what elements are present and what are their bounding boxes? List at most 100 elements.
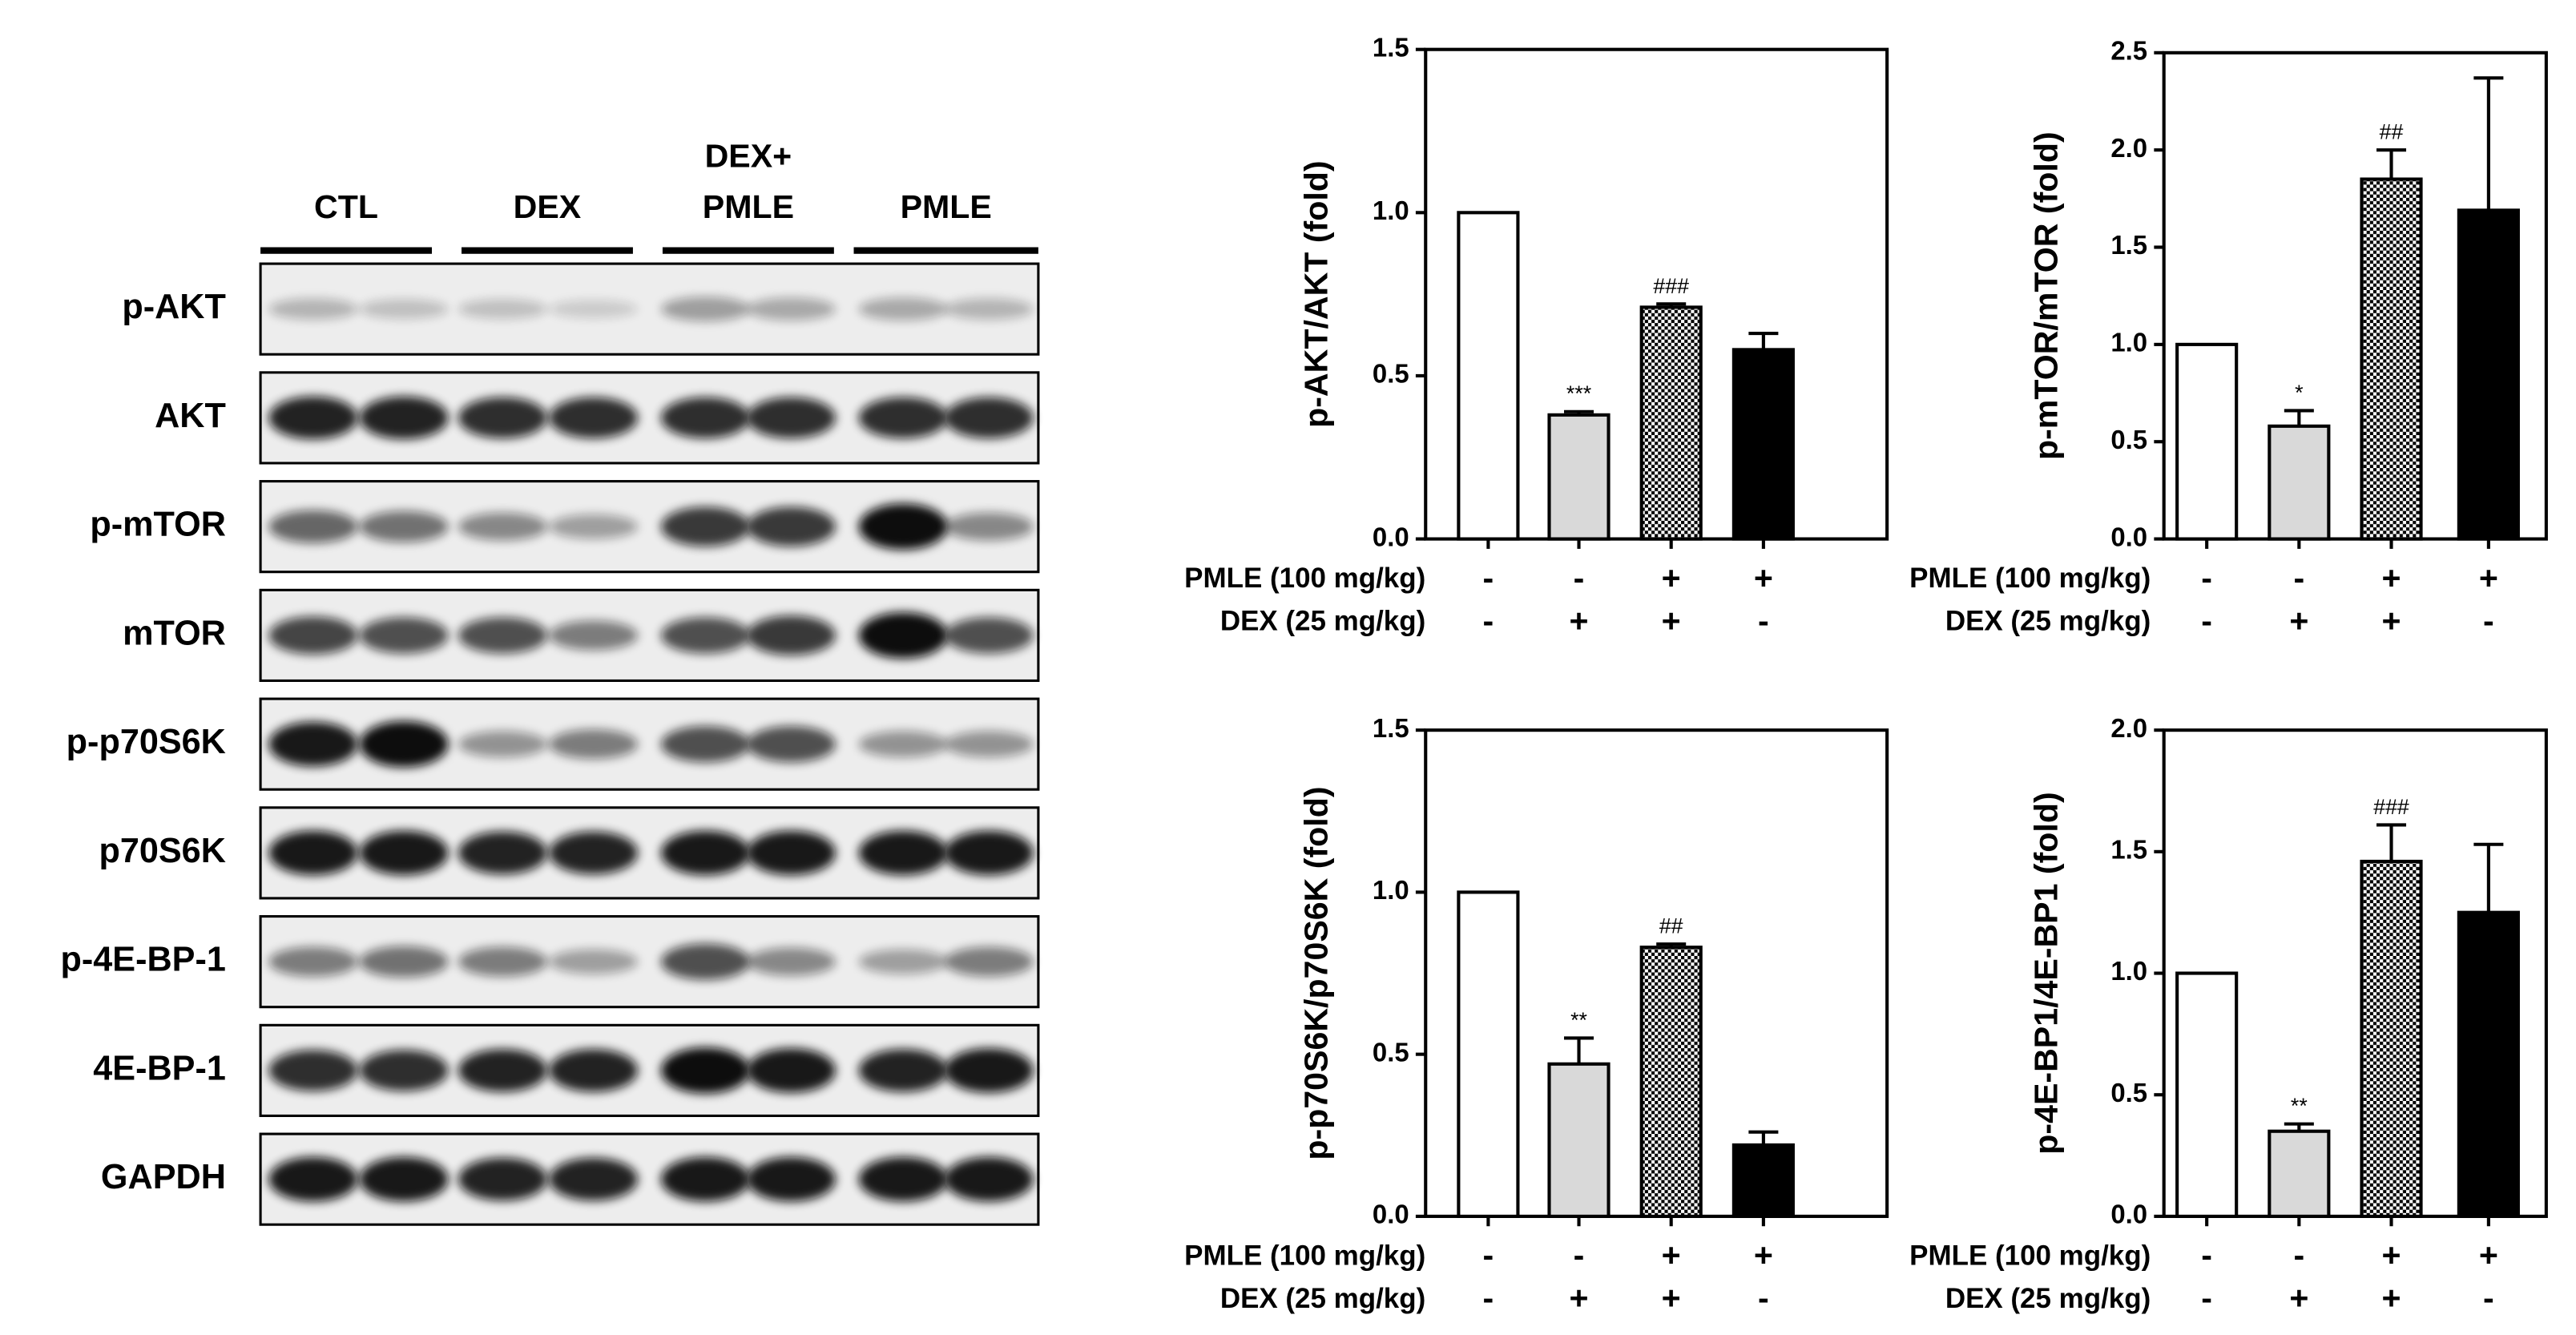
blot-band bbox=[268, 946, 358, 977]
significance-label: ### bbox=[2373, 795, 2409, 819]
band-label: p-4E-BP-1 bbox=[61, 941, 226, 979]
blot-band bbox=[858, 397, 948, 439]
condition-sign: - bbox=[2201, 559, 2212, 596]
blot-band bbox=[458, 397, 547, 439]
condition-name: DEX (25 mg/kg) bbox=[1220, 1283, 1425, 1314]
y-tick-label: 0.5 bbox=[1373, 1037, 1409, 1067]
condition-sign: - bbox=[1483, 1236, 1494, 1273]
blot-band bbox=[944, 617, 1034, 654]
blot-band bbox=[858, 1049, 948, 1092]
blot-band bbox=[944, 397, 1034, 439]
blot-band bbox=[458, 617, 547, 654]
condition-sign: - bbox=[2201, 1280, 2212, 1317]
error-bar bbox=[1564, 409, 1594, 415]
blot-band bbox=[660, 1156, 750, 1202]
bar bbox=[2360, 859, 2423, 1218]
y-tick-label: 2.0 bbox=[2110, 133, 2147, 163]
blot-band bbox=[660, 830, 750, 876]
bar bbox=[2175, 342, 2239, 541]
blot-band bbox=[458, 512, 547, 541]
condition-sign: + bbox=[2479, 559, 2498, 596]
y-tick-label: 1.0 bbox=[1373, 875, 1409, 905]
error-bar bbox=[1748, 1130, 1779, 1145]
blot-band bbox=[746, 615, 836, 655]
condition-sign: - bbox=[1758, 602, 1769, 639]
error-bar bbox=[2473, 76, 2504, 211]
condition-sign: + bbox=[2289, 602, 2308, 639]
band-label: p-AKT bbox=[122, 288, 226, 326]
bar bbox=[1731, 348, 1795, 541]
blot-band bbox=[359, 720, 449, 768]
blot-band bbox=[746, 1156, 836, 1202]
condition-sign: - bbox=[2483, 602, 2494, 639]
condition-sign: + bbox=[1570, 1280, 1589, 1317]
blot-band bbox=[268, 298, 358, 321]
y-axis-label: p-4E-BP1/4E-BP1 (fold) bbox=[2028, 792, 2065, 1154]
y-tick-label: 1.5 bbox=[2110, 230, 2147, 260]
y-tick-label: 0.0 bbox=[2110, 1200, 2147, 1229]
y-tick-label: 2.5 bbox=[2110, 36, 2147, 66]
y-tick-label: 1.0 bbox=[2110, 956, 2147, 986]
blot-band bbox=[858, 503, 948, 550]
blot-band bbox=[458, 946, 547, 977]
y-tick-label: 0.0 bbox=[1373, 1200, 1409, 1229]
blot-band bbox=[549, 831, 639, 875]
blot-band bbox=[944, 512, 1034, 541]
error-bar bbox=[2284, 1122, 2314, 1131]
condition-name: PMLE (100 mg/kg) bbox=[1184, 563, 1425, 594]
blot-band bbox=[660, 1047, 750, 1094]
blot-band bbox=[359, 946, 449, 978]
condition-sign: - bbox=[1483, 559, 1494, 596]
bar bbox=[2175, 971, 2239, 1218]
condition-sign: - bbox=[1483, 1280, 1494, 1317]
blot-band bbox=[268, 510, 358, 543]
bar bbox=[1639, 946, 1703, 1218]
y-tick-label: 1.0 bbox=[1373, 196, 1409, 225]
plot-frame bbox=[2162, 50, 2548, 541]
blot-band bbox=[268, 396, 358, 440]
blot-band bbox=[549, 514, 639, 539]
blot-band bbox=[268, 1050, 358, 1091]
condition-sign: - bbox=[1758, 1280, 1769, 1317]
condition-sign: + bbox=[2382, 559, 2401, 596]
blot-band bbox=[458, 299, 547, 319]
lane-group-label: DEX bbox=[514, 188, 582, 225]
bar bbox=[1547, 1062, 1611, 1218]
y-tick-label: 2.0 bbox=[2110, 713, 2147, 743]
blot-band bbox=[746, 947, 836, 976]
lane-group-label: PMLE bbox=[703, 188, 794, 225]
bar bbox=[2457, 208, 2520, 541]
condition-sign: - bbox=[2293, 559, 2304, 596]
lane-group-label: PMLE bbox=[901, 188, 992, 225]
blot-band bbox=[359, 510, 449, 542]
blot-band bbox=[268, 830, 358, 876]
band-label: p-p70S6K bbox=[67, 723, 226, 761]
blot-band bbox=[268, 721, 358, 767]
blot-band bbox=[268, 1156, 358, 1202]
y-tick-label: 0.0 bbox=[1373, 522, 1409, 551]
bar bbox=[1547, 413, 1611, 541]
error-bar bbox=[2473, 842, 2504, 913]
error-bar bbox=[1656, 942, 1687, 948]
blot-band bbox=[746, 830, 836, 876]
y-axis-label: p-mTOR/mTOR (fold) bbox=[2028, 131, 2065, 460]
significance-label: ** bbox=[2291, 1094, 2308, 1118]
condition-sign: + bbox=[1570, 602, 1589, 639]
y-axis-label: p-AKT/AKT (fold) bbox=[1297, 160, 1334, 427]
blot-band bbox=[746, 726, 836, 763]
condition-sign: - bbox=[1574, 1236, 1585, 1273]
y-tick-label: 0.5 bbox=[1373, 359, 1409, 389]
condition-sign: + bbox=[2382, 1280, 2401, 1317]
blot-band bbox=[549, 1157, 639, 1201]
blot-band bbox=[660, 296, 750, 322]
significance-label: ## bbox=[2380, 120, 2404, 144]
blot-band bbox=[660, 943, 750, 980]
y-tick-label: 1.5 bbox=[2110, 835, 2147, 865]
bar bbox=[2457, 910, 2520, 1218]
blot-band bbox=[746, 1048, 836, 1093]
bar bbox=[1639, 305, 1703, 541]
bar bbox=[1731, 1143, 1795, 1218]
condition-sign: - bbox=[2483, 1280, 2494, 1317]
blot-band bbox=[660, 726, 750, 763]
